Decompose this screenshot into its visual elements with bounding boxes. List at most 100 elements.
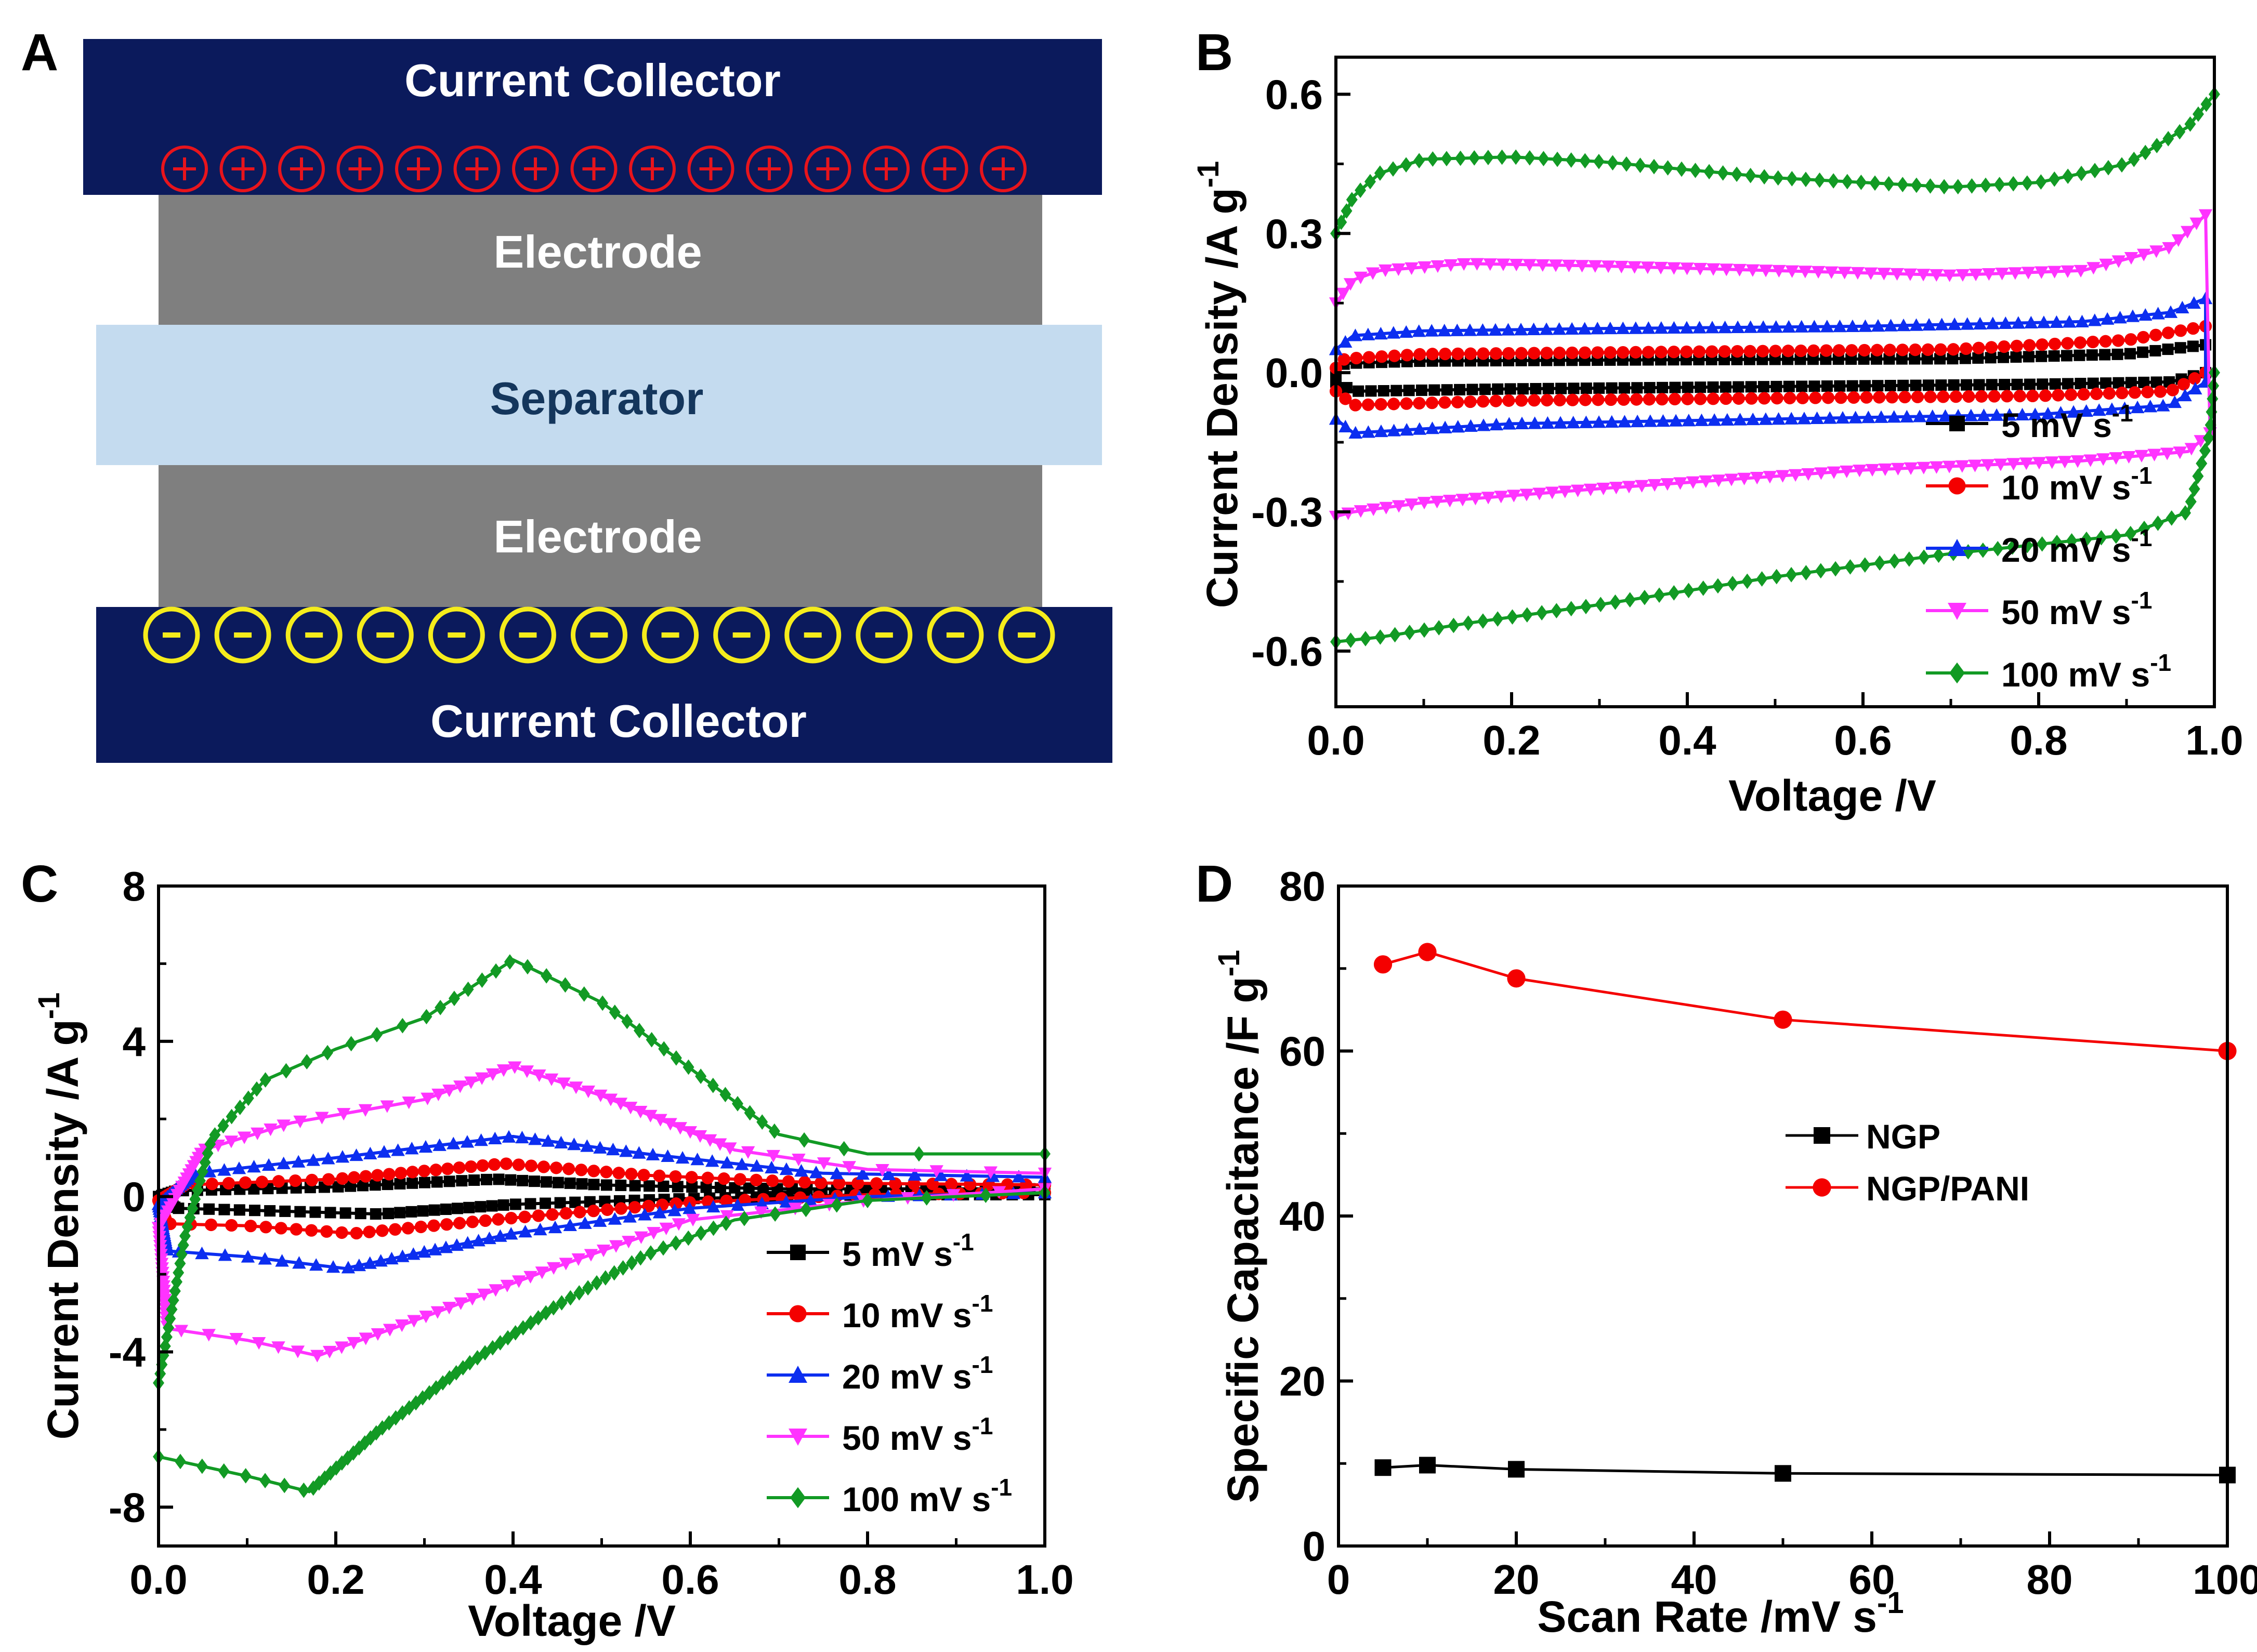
data-point-marker	[1464, 395, 1477, 408]
data-point-marker	[1510, 258, 1524, 272]
data-point-marker	[2021, 267, 2036, 280]
data-point-marker	[441, 1162, 454, 1175]
data-point-marker	[2062, 315, 2077, 328]
data-point-marker	[2181, 226, 2195, 239]
data-point-marker	[1820, 344, 1833, 357]
data-point-marker	[1732, 392, 1745, 405]
data-point-marker	[336, 1172, 349, 1185]
data-point-marker	[383, 1168, 396, 1181]
data-point-marker	[1921, 353, 1933, 365]
data-point-marker	[1699, 475, 1713, 488]
data-point-marker	[1821, 391, 1835, 404]
data-point-marker	[1457, 258, 1471, 271]
data-point-marker	[1669, 381, 1681, 393]
data-point-marker	[348, 1171, 361, 1184]
data-point-marker	[524, 1159, 538, 1172]
data-point-marker	[1718, 345, 1731, 358]
data-point-marker	[1609, 482, 1623, 495]
data-point-marker	[750, 1173, 763, 1186]
legend-marker	[789, 1305, 807, 1323]
data-point-marker	[838, 1141, 850, 1157]
data-point-marker	[1555, 382, 1567, 394]
data-point-marker	[431, 1088, 445, 1102]
data-point-marker	[1361, 327, 1375, 340]
data-point-marker	[1959, 352, 1971, 364]
legend-label-sup: -1	[2131, 462, 2153, 489]
data-point-marker	[1823, 411, 1837, 424]
data-point-marker	[1695, 413, 1709, 426]
data-point-marker	[588, 1179, 600, 1191]
data-point-marker	[1638, 589, 1650, 605]
data-point-marker	[1596, 482, 1610, 496]
data-point-marker	[2024, 315, 2038, 329]
data-point-marker	[2138, 308, 2153, 321]
data-point-marker	[1647, 479, 1662, 492]
data-point-marker	[377, 1145, 391, 1158]
data-point-marker	[1339, 419, 1353, 432]
data-point-marker	[571, 1253, 586, 1266]
data-point-marker	[479, 1214, 492, 1227]
data-point-marker	[1668, 392, 1682, 406]
data-point-marker	[1654, 321, 1669, 334]
data-point-marker	[1541, 416, 1555, 429]
data-point-marker	[2079, 404, 2093, 417]
data-point-marker	[1681, 392, 1694, 405]
data-point-marker	[1359, 631, 1371, 646]
data-point-marker	[693, 1130, 707, 1143]
data-point-marker	[1772, 412, 1786, 425]
x-tick-label: 0.6	[1834, 717, 1892, 763]
data-point-marker	[2199, 443, 2211, 459]
data-point-marker	[2174, 342, 2186, 354]
data-point-marker	[195, 1246, 209, 1260]
data-point-marker	[1858, 319, 1872, 332]
legend-label-sup: -1	[953, 1228, 974, 1255]
data-point-marker	[251, 1081, 263, 1097]
data-point-marker	[2074, 265, 2088, 278]
data-point-marker	[870, 1177, 883, 1190]
data-point-marker	[2022, 537, 2033, 553]
data-point-marker	[559, 1207, 573, 1220]
data-point-marker	[1841, 174, 1853, 190]
data-point-marker	[1364, 174, 1376, 190]
data-point-marker	[335, 1150, 350, 1163]
data-point-marker	[464, 1076, 478, 1089]
data-point-marker	[515, 1130, 529, 1144]
data-point-marker	[1433, 620, 1445, 636]
data-point-marker	[301, 1054, 313, 1070]
data-point-marker	[720, 1194, 733, 1207]
data-point-marker	[1477, 395, 1490, 408]
data-point-marker	[913, 1146, 925, 1162]
data-point-marker	[756, 1114, 768, 1130]
data-point-marker	[358, 1104, 373, 1117]
data-point-marker	[1427, 151, 1439, 167]
data-point-marker	[1477, 613, 1489, 629]
data-point-marker	[1481, 492, 1495, 505]
data-point-marker	[486, 1200, 498, 1212]
data-point-marker	[2010, 339, 2023, 352]
data-point-marker	[1989, 408, 2004, 421]
data-point-marker	[1361, 398, 1375, 411]
data-point-marker	[1903, 551, 1915, 567]
data-point-marker	[1528, 394, 1541, 407]
data-point-marker	[1361, 425, 1375, 438]
data-point-marker	[2162, 343, 2174, 355]
plus-charge-icon	[219, 146, 267, 192]
data-point-marker	[2196, 455, 2208, 471]
data-point-marker	[2192, 468, 2204, 484]
data-point-marker	[541, 968, 553, 984]
panel-b-series	[1329, 86, 2220, 650]
data-point-marker	[463, 1201, 475, 1213]
data-point-marker	[1977, 408, 1991, 421]
data-point-marker	[1955, 460, 1970, 473]
data-point-marker	[2035, 266, 2049, 279]
data-point-marker	[609, 1240, 623, 1253]
data-point-marker	[1477, 347, 1490, 360]
data-point-marker	[980, 1187, 992, 1204]
data-point-marker	[1492, 383, 1504, 395]
data-point-marker	[448, 990, 460, 1007]
data-point-marker	[1337, 353, 1350, 366]
data-point-marker	[533, 1222, 547, 1236]
data-point-marker	[462, 981, 474, 997]
data-point-marker	[1679, 321, 1694, 334]
